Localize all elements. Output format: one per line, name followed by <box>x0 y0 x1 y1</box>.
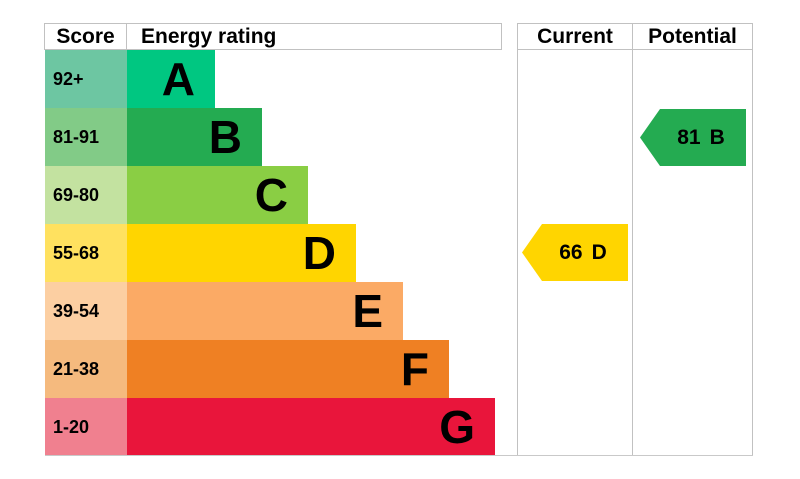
band-letter: A <box>161 53 195 105</box>
band-score-range: 39-54 <box>45 282 127 340</box>
band-letter: D <box>302 227 336 279</box>
band-letter: F <box>400 343 429 395</box>
band-row-e: 39-54 E <box>45 282 403 340</box>
potential-rating-arrow: 81 B <box>640 109 746 166</box>
band-score-range: 92+ <box>45 50 127 108</box>
potential-column: Potential <box>632 23 753 456</box>
band-bar: E <box>127 282 403 340</box>
band-score-range: 69-80 <box>45 166 127 224</box>
current-rating-score: 66 <box>559 240 583 264</box>
potential-rating-score: 81 <box>677 125 701 149</box>
band-score-range: 21-38 <box>45 340 127 398</box>
band-letter: C <box>254 169 288 221</box>
band-bar: B <box>127 108 262 166</box>
band-bar: D <box>127 224 356 282</box>
band-letter: E <box>352 285 383 337</box>
band-score-range: 81-91 <box>45 108 127 166</box>
current-rating-arrow: 66 D <box>522 224 628 281</box>
current-column-header: Current <box>518 24 632 50</box>
band-row-d: 55-68 D <box>45 224 356 282</box>
band-score-range: 1-20 <box>45 398 127 456</box>
band-bar: C <box>127 166 308 224</box>
band-letter: B <box>208 111 242 163</box>
band-bar: G <box>127 398 495 456</box>
energy-rating-column-header: Energy rating <box>141 24 277 48</box>
potential-column-header: Potential <box>633 24 752 50</box>
potential-rating-band: B <box>709 125 725 149</box>
band-bar: F <box>127 340 449 398</box>
chart-bottom-border <box>45 455 753 456</box>
current-rating-band: D <box>591 240 607 264</box>
band-letter: G <box>439 401 475 453</box>
score-column-header: Score <box>45 24 127 49</box>
band-bar: A <box>127 50 215 108</box>
band-row-b: 81-91 B <box>45 108 262 166</box>
chart-header: Score Energy rating <box>44 23 502 50</box>
band-row-c: 69-80 C <box>45 166 308 224</box>
band-row-a: 92+ A <box>45 50 215 108</box>
band-row-g: 1-20 G <box>45 398 495 456</box>
band-score-range: 55-68 <box>45 224 127 282</box>
band-row-f: 21-38 F <box>45 340 449 398</box>
